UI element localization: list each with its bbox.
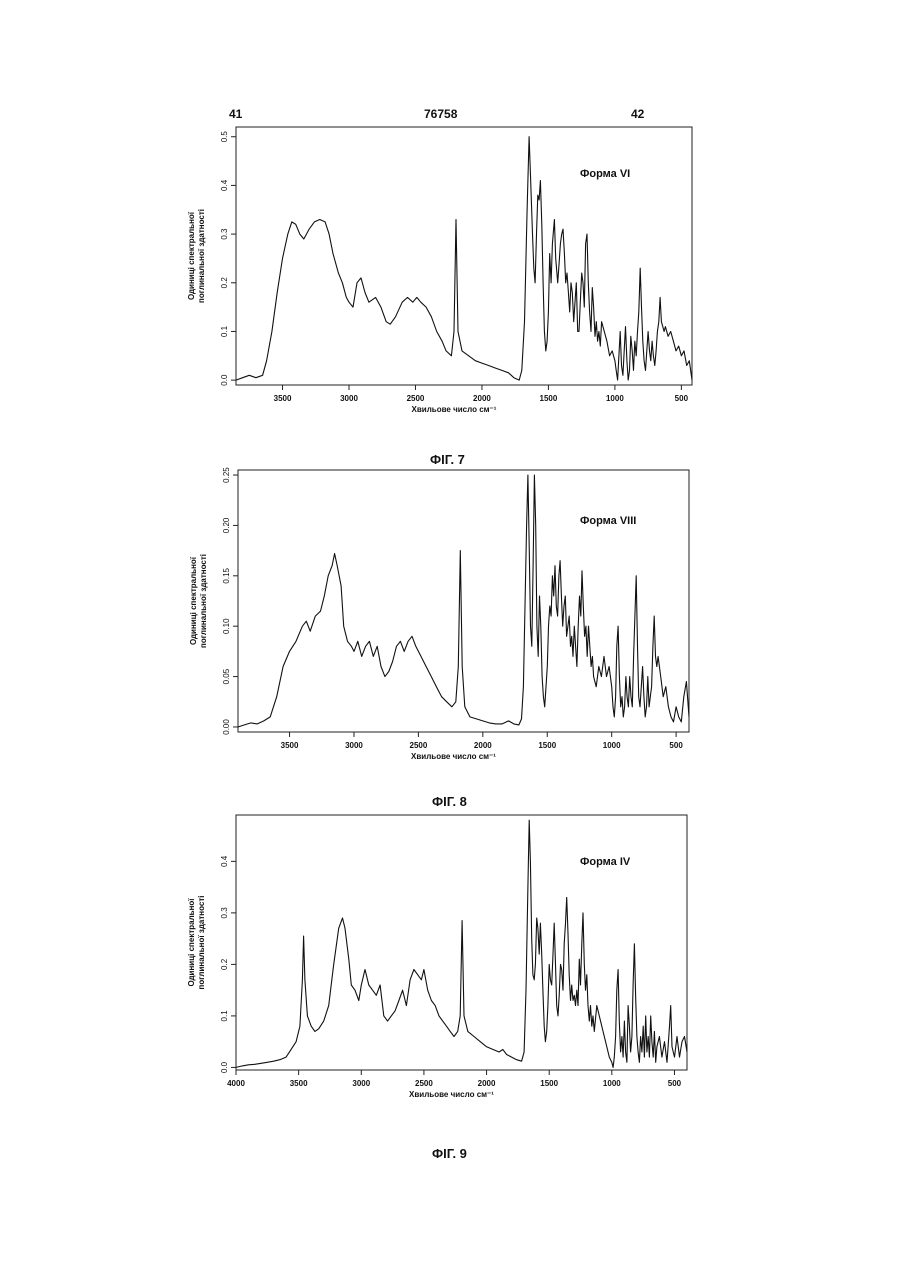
x-tick-label: 1000 <box>606 394 624 403</box>
spectrum-chart-fig7: 3500 3000 2500 2000 1500 1000 500 0.0 0.1 0.2 0.3 0… <box>0 110 901 450</box>
y-tick-label: 0.0 <box>220 1061 229 1073</box>
x-tick-label: 1000 <box>603 741 621 750</box>
spectrum-line <box>238 475 689 727</box>
plot-frame <box>236 127 692 385</box>
x-axis-label: Хвильове число см⁻¹ <box>412 405 497 414</box>
x-tick-label: 4000 <box>227 1079 245 1088</box>
x-tick-label: 2000 <box>473 394 491 403</box>
y-tick-label: 0.5 <box>220 131 229 143</box>
x-tick-label: 3500 <box>274 394 292 403</box>
y-tick-label: 0.25 <box>222 467 231 483</box>
y-tick-label: 0.05 <box>222 668 231 684</box>
y-tick-label: 0.10 <box>222 618 231 634</box>
x-tick-label: 1500 <box>540 1079 558 1088</box>
x-axis-label: Хвильове число см⁻¹ <box>409 1090 494 1099</box>
y-tick-label: 0.20 <box>222 517 231 533</box>
spectrum-chart-fig8: 3500 3000 2500 2000 1500 1000 500 0.00 0.05 0.10 0… <box>0 455 901 795</box>
y-tick-label: 0.2 <box>220 958 229 970</box>
y-tick-label: 0.1 <box>220 325 229 337</box>
series-legend-label: Форма VIII <box>580 515 636 527</box>
x-tick-label: 2500 <box>407 394 425 403</box>
x-tick-label: 500 <box>668 1079 682 1088</box>
x-tick-label: 3000 <box>340 394 358 403</box>
y-tick-label: 0.4 <box>220 179 229 191</box>
x-tick-label: 2000 <box>478 1079 496 1088</box>
x-axis-label: Хвильове число см⁻¹ <box>411 752 496 761</box>
y-axis-label-line: Одиниці спектральної <box>187 211 196 300</box>
y-axis-label-line: поглинальної здатності <box>199 554 208 648</box>
y-tick-label: 0.1 <box>220 1010 229 1022</box>
y-axis-label-line: Одиниці спектральної <box>189 556 198 645</box>
y-tick-label: 0.15 <box>222 567 231 583</box>
x-tick-label: 1500 <box>540 394 558 403</box>
y-tick-label: 0.4 <box>220 855 229 867</box>
x-tick-label: 3000 <box>352 1079 370 1088</box>
x-tick-label: 500 <box>675 394 689 403</box>
x-tick-label: 500 <box>669 741 683 750</box>
y-axis-label-line: Одиниці спектральної <box>187 898 196 987</box>
figure-caption-fig9: ФІГ. 9 <box>432 1146 467 1161</box>
series-legend-label: Форма IV <box>580 856 631 868</box>
x-tick-label: 2500 <box>415 1079 433 1088</box>
spectrum-chart-fig9: 4000 3500 3000 2500 2000 1500 1000 500 0.0 0.1 0.2… <box>0 800 901 1120</box>
x-tick-label: 3500 <box>290 1079 308 1088</box>
y-axis-label-line: поглинальної здатності <box>197 896 206 990</box>
x-tick-label: 1000 <box>603 1079 621 1088</box>
y-axis-label-line: поглинальної здатності <box>197 209 206 303</box>
y-tick-label: 0.2 <box>220 277 229 289</box>
y-tick-label: 0.3 <box>220 907 229 919</box>
x-tick-label: 1500 <box>538 741 556 750</box>
x-tick-label: 3500 <box>281 741 299 750</box>
series-legend-label: Форма VI <box>580 168 630 180</box>
x-tick-label: 3000 <box>345 741 363 750</box>
x-tick-label: 2000 <box>474 741 492 750</box>
y-tick-label: 0.3 <box>220 228 229 240</box>
y-tick-label: 0.00 <box>222 719 231 735</box>
y-tick-label: 0.0 <box>220 374 229 386</box>
x-tick-label: 2500 <box>410 741 428 750</box>
